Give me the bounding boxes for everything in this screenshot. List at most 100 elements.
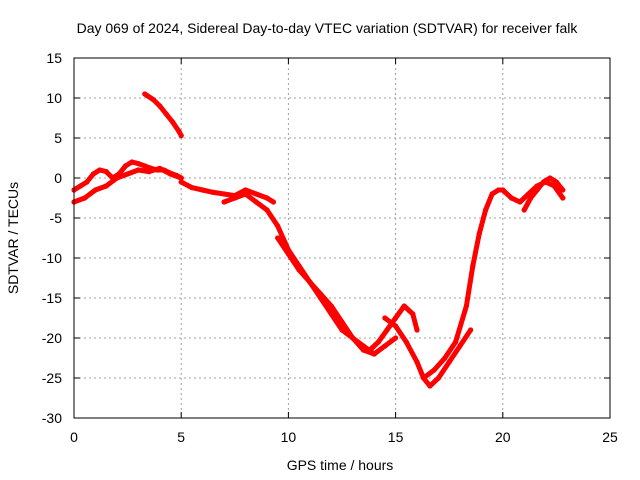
data-point (560, 187, 566, 193)
data-point (375, 339, 381, 345)
data-point (242, 191, 249, 197)
data-point (77, 183, 83, 189)
data-point (264, 207, 270, 213)
data-point (410, 311, 416, 317)
x-tick-label: 5 (177, 429, 185, 445)
plot-frame (73, 57, 611, 419)
data-point (178, 179, 184, 185)
data-point (328, 303, 334, 309)
data-point (157, 165, 163, 171)
data-point (135, 161, 141, 167)
data-point (176, 129, 182, 135)
data-point (157, 103, 163, 109)
data-point (367, 347, 373, 353)
data-point (90, 171, 96, 177)
data-point (382, 315, 388, 321)
data-point (371, 351, 377, 357)
y-tick-label: 10 (46, 90, 62, 106)
data-point (414, 327, 420, 333)
data-point (393, 323, 399, 329)
data-point (508, 195, 514, 201)
series-line-8 (382, 315, 474, 389)
x-tick-label: 15 (388, 429, 404, 445)
data-point (92, 187, 98, 193)
chart-title: Day 069 of 2024, Sidereal Day-to-day VTE… (77, 20, 579, 36)
data-point (463, 303, 469, 309)
y-tick-label: 5 (54, 130, 62, 146)
y-axis-label: SDTVAR / TECUs (5, 182, 21, 294)
series-line-3 (142, 91, 184, 139)
data-point (553, 179, 560, 185)
data-point (393, 335, 399, 341)
y-tick-label: -30 (42, 410, 62, 426)
data-point (232, 195, 238, 201)
data-point (142, 163, 148, 169)
data-point (221, 199, 227, 205)
data-point (307, 279, 313, 285)
data-point (457, 343, 463, 349)
data-point (178, 175, 184, 181)
data-point (382, 343, 388, 349)
data-point (431, 367, 437, 373)
data-point (350, 335, 356, 341)
y-tick-label: -25 (42, 370, 62, 386)
data-point (414, 359, 420, 365)
data-point (420, 375, 427, 381)
data-point (540, 179, 547, 185)
y-tick-label: -5 (50, 210, 63, 226)
data-point (142, 91, 148, 97)
data-point (114, 175, 120, 181)
data-point (468, 327, 474, 333)
data-point (453, 339, 459, 345)
data-point (560, 195, 566, 201)
data-point (103, 169, 109, 175)
data-series (71, 91, 566, 389)
y-tick-label: -10 (42, 250, 62, 266)
data-point (163, 111, 169, 117)
data-point (339, 327, 345, 333)
data-point (253, 199, 259, 205)
data-point (122, 163, 129, 169)
data-point (170, 119, 176, 125)
data-point (270, 199, 276, 205)
data-point (275, 235, 281, 241)
data-point (403, 339, 409, 345)
y-tick-label: -15 (42, 290, 62, 306)
data-point (103, 183, 109, 189)
data-point (446, 359, 452, 365)
data-point (500, 187, 506, 193)
x-tick-label: 20 (495, 429, 511, 445)
data-point (285, 251, 291, 257)
data-point (528, 195, 534, 201)
data-point (442, 355, 448, 361)
data-point (125, 171, 131, 177)
data-point (135, 167, 141, 173)
x-tick-label: 0 (70, 429, 78, 445)
data-point (82, 195, 88, 201)
data-point (318, 291, 324, 297)
y-tick-label: 0 (54, 170, 62, 186)
data-point (264, 195, 270, 201)
data-point (210, 189, 216, 195)
data-point (167, 171, 174, 177)
grid (74, 58, 610, 418)
data-point (339, 319, 345, 325)
axis-ticks: 0 5 10 15 20 25 -30 -25 -20 -15 -10 -5 0 5 10 15 (42, 50, 618, 445)
data-point (401, 303, 407, 309)
data-point (476, 231, 482, 237)
series-line-6 (275, 235, 377, 357)
data-point (84, 179, 90, 185)
data-point (470, 263, 476, 269)
data-point (521, 207, 527, 213)
data-point (534, 187, 540, 193)
series-line-4 (178, 179, 276, 205)
x-tick-label: 25 (602, 429, 618, 445)
data-point (97, 167, 103, 173)
data-point (427, 383, 433, 389)
data-point (495, 187, 502, 193)
x-tick-label: 10 (281, 429, 297, 445)
data-point (189, 185, 195, 191)
data-point (146, 169, 152, 175)
data-point (221, 191, 227, 197)
